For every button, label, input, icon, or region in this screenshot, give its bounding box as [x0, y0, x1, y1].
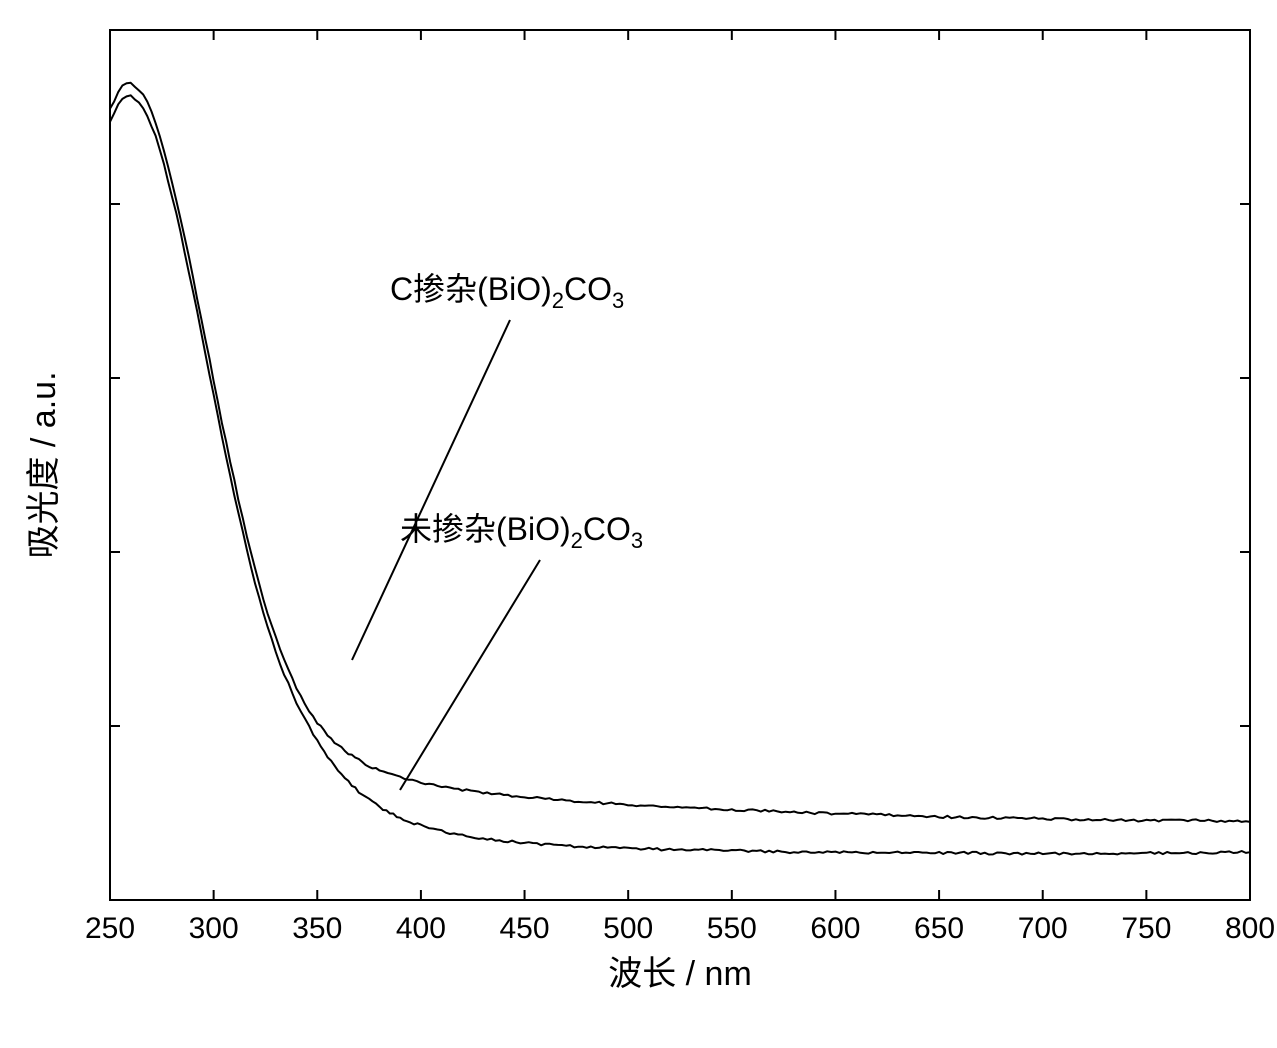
- x-tick-label: 350: [292, 912, 342, 945]
- x-tick-label: 750: [1121, 912, 1171, 945]
- undoped-label: 未掺杂(BiO)2CO3: [400, 511, 643, 553]
- x-tick-label: 450: [500, 912, 550, 945]
- x-tick-label: 800: [1225, 912, 1275, 945]
- x-tick-label: 500: [603, 912, 653, 945]
- y-axis-label: 吸光度 / a.u.: [25, 371, 63, 558]
- absorbance-chart: 250 300 350 400 450 500 550 600 650 700 750 800 波长 /…: [0, 0, 1277, 1048]
- doped-label: C掺杂(BiO)2CO3: [390, 271, 624, 313]
- x-tick-label: 600: [810, 912, 860, 945]
- x-tick-label: 550: [707, 912, 757, 945]
- x-tick-label: 250: [85, 912, 135, 945]
- x-tick-label: 700: [1018, 912, 1068, 945]
- x-axis-label: 波长 / nm: [608, 955, 752, 993]
- chart-container: 250 300 350 400 450 500 550 600 650 700 750 800 波长 /…: [0, 0, 1277, 1048]
- x-tick-label: 650: [914, 912, 964, 945]
- x-tick-label: 400: [396, 912, 446, 945]
- x-tick-label: 300: [189, 912, 239, 945]
